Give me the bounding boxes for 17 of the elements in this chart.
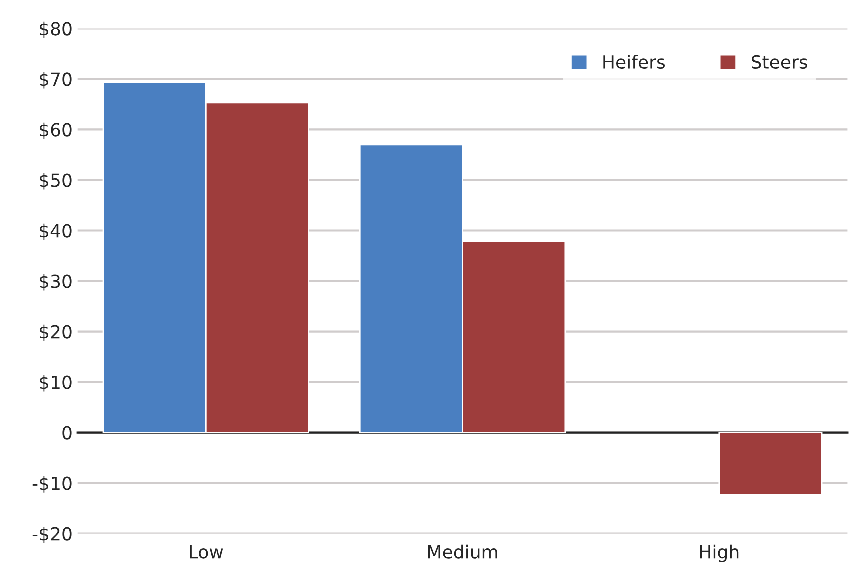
y-tick-label: $80 [40, 22, 72, 38]
y-tick-label: $10 [40, 375, 72, 392]
legend-label: Steers [752, 55, 808, 70]
y-tick-label: $40 [40, 224, 72, 240]
y-tick-label: -$20 [32, 526, 72, 544]
y-tick-label: $30 [40, 274, 72, 291]
bar [718, 432, 823, 496]
y-tick-label: $20 [40, 324, 72, 342]
y-tick-label: $60 [40, 122, 72, 140]
x-tick-label: Medium [428, 544, 498, 559]
x-tick-label: Low [190, 545, 224, 559]
x-tick-label: High [700, 544, 739, 562]
y-tick-label: 0 [62, 426, 72, 440]
y-tick-label: -$10 [32, 476, 72, 493]
legend-label: Heifers [604, 55, 666, 70]
y-tick-label: $50 [40, 173, 72, 190]
y-tick-label: $70 [40, 72, 72, 89]
